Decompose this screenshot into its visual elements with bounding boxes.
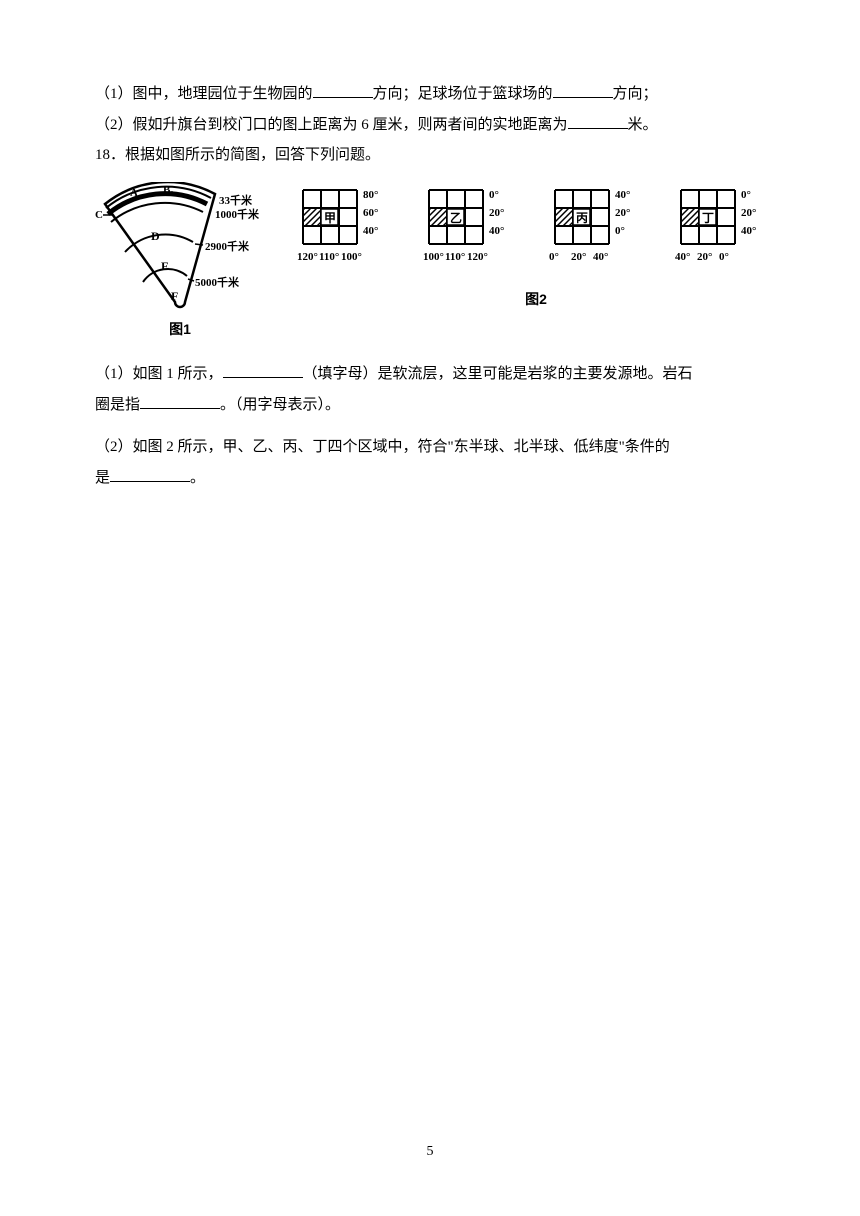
svg-text:0°: 0° (549, 251, 559, 263)
q17-line2: （2）假如升旗台到校门口的图上距离为 6 厘米，则两者间的实地距离为 米。 (95, 111, 765, 140)
label-b1: B₁ (163, 184, 174, 196)
svg-text:20°: 20° (615, 207, 630, 219)
depth-2: 1000千米 (215, 207, 260, 221)
coord-grid-丁: 丁 0° 20° 40° 40° 20° 0° (673, 182, 777, 278)
svg-text:40°: 40° (615, 189, 630, 201)
svg-text:0°: 0° (489, 189, 499, 201)
depth-4: 5000千米 (195, 275, 240, 289)
svg-text:20°: 20° (571, 251, 586, 263)
q18-1-a: （1）如图 1 所示， (95, 366, 223, 382)
svg-text:110°: 110° (319, 251, 339, 263)
svg-text:100°: 100° (341, 251, 362, 263)
q17-1-text-b: 方向；足球场位于篮球场的 (373, 86, 553, 102)
blank (553, 80, 613, 98)
q18-part1: （1）如图 1 所示， （填字母）是软流层，这里可能是岩浆的主要发源地。岩石 (95, 360, 765, 389)
earth-layers-diagram: A B₁ B₂ C D E F 33千米 1000千米 2900千米 5000千… (95, 182, 265, 312)
q18-1-b: （填字母）是软流层，这里可能是岩浆的主要发源地。岩石 (303, 366, 693, 382)
svg-text:40°: 40° (741, 225, 756, 237)
q18-intro: 18．根据如图所示的简图，回答下列问题。 (95, 141, 765, 170)
coord-grid-甲: 甲 80° 60° 40° 120°110°100° (295, 182, 399, 278)
blank (223, 360, 303, 378)
svg-text:丙: 丙 (576, 211, 588, 225)
blank (110, 464, 190, 482)
svg-text:80°: 80° (363, 189, 378, 201)
q17-line1: （1）图中，地理园位于生物园的 方向；足球场位于篮球场的 方向； (95, 80, 765, 109)
blank (568, 111, 628, 129)
svg-text:甲: 甲 (324, 211, 336, 225)
svg-text:0°: 0° (719, 251, 729, 263)
q18-part2-cont: 是。 (95, 464, 765, 493)
q18-1-c: 圈是指 (95, 397, 140, 413)
label-d: D (151, 229, 160, 243)
svg-text:0°: 0° (741, 189, 751, 201)
q18-1-d: 。（用字母表示）。 (220, 397, 340, 413)
label-a: A (130, 187, 138, 199)
svg-text:20°: 20° (697, 251, 712, 263)
label-b2: B₂ (145, 207, 155, 218)
svg-text:40°: 40° (363, 225, 378, 237)
page-number: 5 (0, 1139, 860, 1166)
q17-1-text-a: （1）图中，地理园位于生物园的 (95, 86, 313, 102)
label-f: F (171, 289, 178, 303)
diagram2-caption: 图2 (525, 286, 547, 313)
svg-text:60°: 60° (363, 207, 378, 219)
svg-text:40°: 40° (675, 251, 690, 263)
depth-1: 33千米 (219, 193, 253, 207)
coord-grid-丙: 丙 40° 20° 0° 0° 20° 40° (547, 182, 651, 278)
coord-grid-乙: 乙 0° 20° 40° 100°110°120° (421, 182, 525, 278)
q17-2-text-b: 米。 (628, 117, 658, 133)
blank (313, 80, 373, 98)
svg-text:20°: 20° (741, 207, 756, 219)
q18-2-c: 。 (190, 470, 205, 486)
diagram1-wrap: A B₁ B₂ C D E F 33千米 1000千米 2900千米 5000千… (95, 182, 265, 343)
q17-1-text-c: 方向； (613, 86, 658, 102)
svg-text:120°: 120° (297, 251, 318, 263)
q18-part1-cont: 圈是指 。（用字母表示）。 (95, 391, 765, 420)
q18-2-a: （2）如图 2 所示，甲、乙、丙、丁四个区域中，符合"东半球、北半球、低纬度"条… (95, 439, 670, 455)
q17-2-text-a: （2）假如升旗台到校门口的图上距离为 6 厘米，则两者间的实地距离为 (95, 117, 568, 133)
svg-text:0°: 0° (615, 225, 625, 237)
svg-text:20°: 20° (489, 207, 504, 219)
svg-text:乙: 乙 (450, 211, 462, 225)
grids-row: 甲80°60°40°120°110°100°乙0°20°40°100°110°1… (295, 182, 777, 278)
label-e: E (161, 259, 169, 273)
svg-text:40°: 40° (593, 251, 608, 263)
label-c: C (95, 209, 103, 221)
diagram2-group: 甲80°60°40°120°110°100°乙0°20°40°100°110°1… (295, 182, 777, 313)
q18-2-b: 是 (95, 470, 110, 486)
depth-3: 2900千米 (205, 239, 250, 253)
blank (140, 391, 220, 409)
diagram1-caption: 图1 (169, 316, 191, 343)
svg-text:120°: 120° (467, 251, 488, 263)
svg-text:丁: 丁 (702, 211, 714, 225)
svg-text:110°: 110° (445, 251, 465, 263)
q18-part2: （2）如图 2 所示，甲、乙、丙、丁四个区域中，符合"东半球、北半球、低纬度"条… (95, 433, 765, 462)
diagrams-container: A B₁ B₂ C D E F 33千米 1000千米 2900千米 5000千… (95, 182, 765, 343)
svg-text:100°: 100° (423, 251, 444, 263)
svg-text:40°: 40° (489, 225, 504, 237)
